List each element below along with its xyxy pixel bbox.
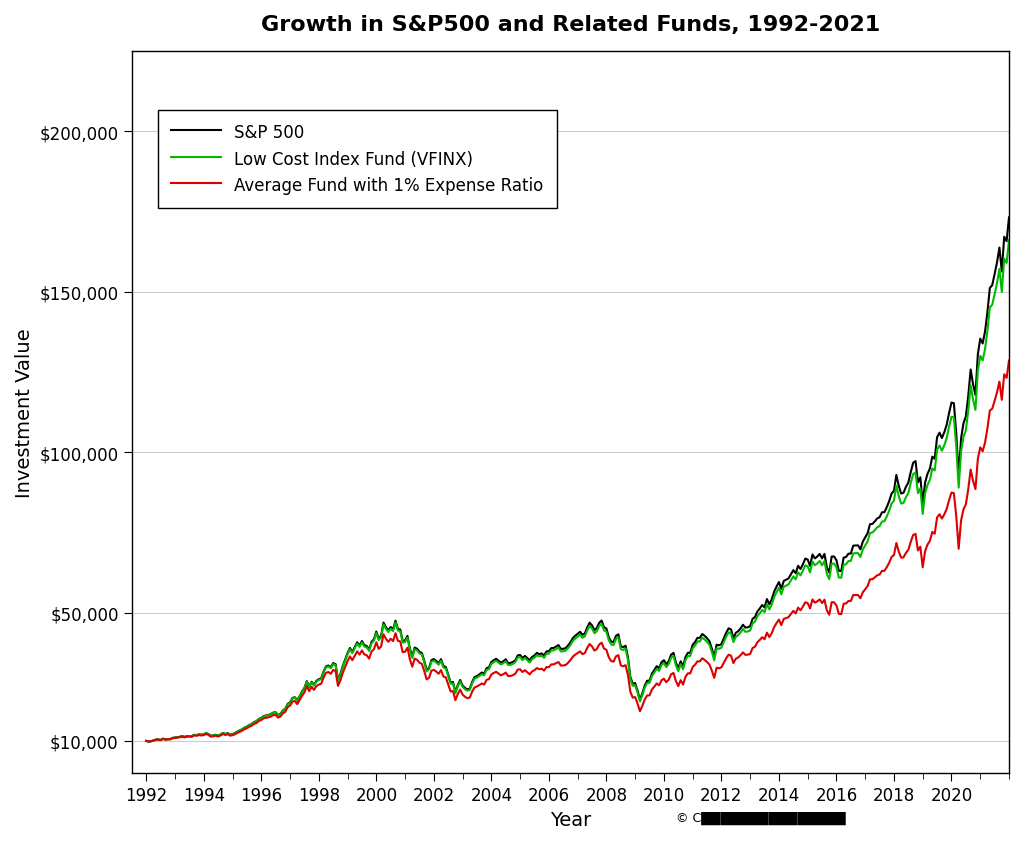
Legend: S&P 500, Low Cost Index Fund (VFINX), Average Fund with 1% Expense Ratio: S&P 500, Low Cost Index Fund (VFINX), Av… — [158, 110, 557, 208]
Average Fund with 1% Expense Ratio — [663, 675, 675, 685]
Average Fund with 1% Expense Ratio — [1002, 356, 1015, 366]
S&P 500 — [682, 647, 694, 658]
Average Fund with 1% Expense Ratio — [167, 734, 179, 744]
Y-axis label: Investment Value: Investment Value — [15, 328, 34, 497]
S&P 500 — [900, 482, 912, 492]
Low Cost Index Fund (VFINX) — [142, 736, 155, 746]
Average Fund with 1% Expense Ratio — [142, 736, 155, 746]
Average Fund with 1% Expense Ratio — [303, 686, 315, 697]
Average Fund with 1% Expense Ratio — [900, 548, 912, 559]
S&P 500 — [1002, 213, 1015, 223]
S&P 500 — [142, 736, 155, 746]
X-axis label: Year: Year — [550, 810, 591, 829]
Average Fund with 1% Expense Ratio — [682, 668, 694, 678]
S&P 500 — [634, 695, 646, 705]
Line: S&P 500: S&P 500 — [146, 218, 1009, 741]
Low Cost Index Fund (VFINX) — [682, 651, 694, 661]
Low Cost Index Fund (VFINX) — [140, 736, 153, 746]
Low Cost Index Fund (VFINX) — [663, 660, 675, 670]
Low Cost Index Fund (VFINX) — [1002, 236, 1015, 246]
Line: Average Fund with 1% Expense Ratio: Average Fund with 1% Expense Ratio — [146, 361, 1009, 741]
S&P 500 — [663, 656, 675, 666]
Low Cost Index Fund (VFINX) — [900, 492, 912, 503]
S&P 500 — [303, 682, 315, 692]
Low Cost Index Fund (VFINX) — [634, 697, 646, 707]
Line: Low Cost Index Fund (VFINX): Low Cost Index Fund (VFINX) — [146, 241, 1009, 741]
Text: © C███████████████: © C███████████████ — [676, 810, 846, 824]
Low Cost Index Fund (VFINX) — [303, 682, 315, 692]
S&P 500 — [167, 733, 179, 743]
Average Fund with 1% Expense Ratio — [634, 706, 646, 716]
Low Cost Index Fund (VFINX) — [167, 733, 179, 743]
S&P 500 — [140, 736, 153, 746]
Average Fund with 1% Expense Ratio — [140, 736, 153, 746]
Title: Growth in S&P500 and Related Funds, 1992-2021: Growth in S&P500 and Related Funds, 1992… — [261, 15, 880, 35]
